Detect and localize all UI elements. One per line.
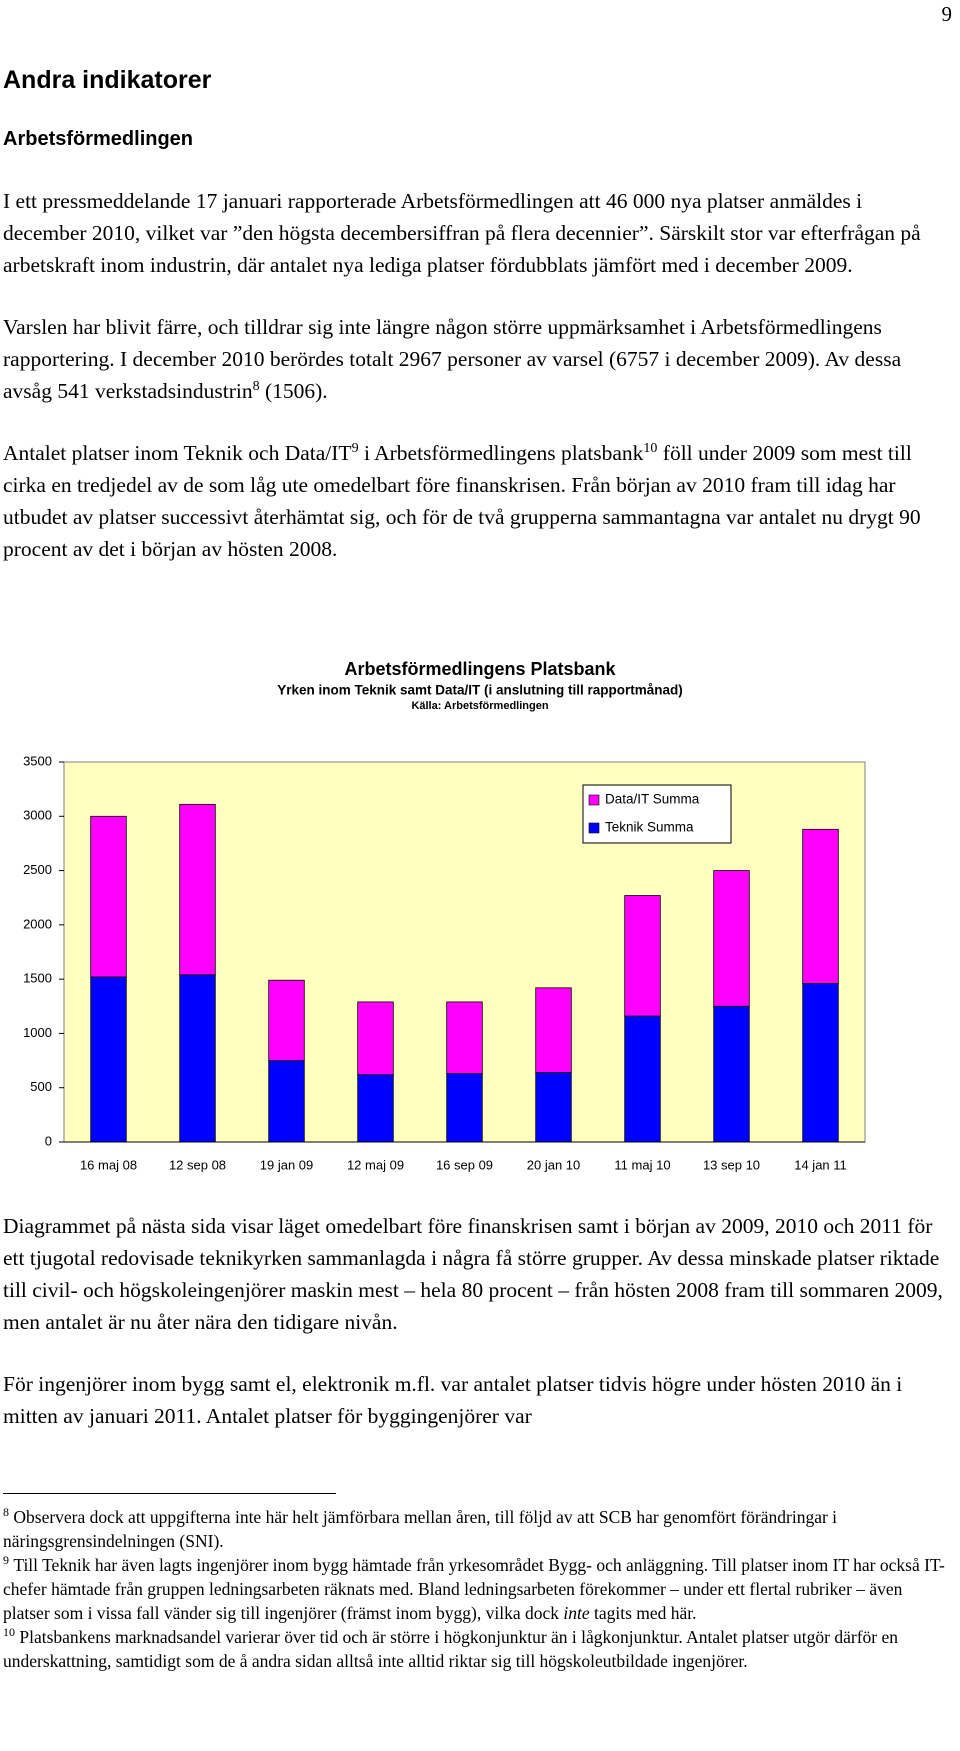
- y-tick-label: 500: [30, 1079, 52, 1094]
- bar-segment: [802, 828, 839, 984]
- paragraph: I ett pressmeddelande 17 januari rapport…: [3, 185, 951, 281]
- text-run: (1506).: [259, 379, 328, 403]
- bar-segment: [357, 1001, 394, 1076]
- text-run: tagits med här.: [589, 1603, 697, 1623]
- x-tick-label: 11 maj 10: [614, 1157, 670, 1172]
- legend-label: Teknik Summa: [605, 820, 694, 835]
- footnote: 8 Observera dock att uppgifterna inte hä…: [3, 1505, 948, 1553]
- footnote-rule: [3, 1493, 336, 1494]
- x-tick-label: 19 jan 09: [260, 1157, 314, 1172]
- y-tick-label: 3000: [23, 808, 52, 823]
- footnote: 9 Till Teknik har även lagts ingenjörer …: [3, 1553, 948, 1625]
- x-tick-label: 16 sep 09: [436, 1157, 493, 1172]
- x-tick-label: 14 jan 11: [794, 1157, 847, 1172]
- footnote-ref: 10: [643, 440, 658, 456]
- footnotes: 8 Observera dock att uppgifterna inte hä…: [3, 1505, 948, 1673]
- bar-segment: [624, 895, 661, 1017]
- bar-segment: [90, 815, 127, 978]
- text-run: Diagrammet på nästa sida visar läget ome…: [3, 1214, 943, 1334]
- y-tick-label: 2000: [23, 916, 52, 931]
- chart-subtitle: Yrken inom Teknik samt Data/IT (i anslut…: [277, 683, 683, 698]
- paragraph: Antalet platser inom Teknik och Data/IT9…: [3, 437, 951, 565]
- footnote-number: 9: [3, 1553, 9, 1568]
- chart-source: Källa: Arbetsförmedlingen: [411, 700, 548, 712]
- text-run: Till Teknik har även lagts ingenjörer in…: [3, 1555, 945, 1623]
- paragraph: Varslen har blivit färre, och tilldrar s…: [3, 311, 951, 407]
- body-text: I ett pressmeddelande 17 januari rapport…: [3, 185, 951, 595]
- text-run: I ett pressmeddelande 17 januari rapport…: [3, 189, 921, 277]
- chart-title: Arbetsförmedlingens Platsbank: [344, 659, 616, 679]
- x-tick-label: 12 maj 09: [347, 1157, 404, 1172]
- legend-box: [582, 784, 732, 844]
- text-run: i Arbetsförmedlingens platsbank: [358, 441, 644, 465]
- text-run: föll under 2009 som mest till cirka en t…: [3, 441, 921, 561]
- bar-segment: [713, 1005, 750, 1143]
- text-run: Varslen har blivit färre, och tilldrar s…: [3, 315, 902, 403]
- text-run: Observera dock att uppgifterna inte här …: [3, 1507, 838, 1551]
- x-tick-label: 12 sep 08: [169, 1157, 226, 1172]
- text-run: inte: [563, 1603, 590, 1623]
- bar-segment: [535, 987, 572, 1073]
- text-run: Antalet platser inom Teknik och Data/IT: [3, 441, 352, 465]
- bar-segment: [268, 979, 305, 1061]
- bar-segment: [624, 1015, 661, 1143]
- bar-segment: [446, 1001, 483, 1075]
- bar-segment: [713, 870, 750, 1007]
- legend-swatch: [588, 794, 600, 806]
- footnote: 10 Platsbankens marknadsandel varierar ö…: [3, 1625, 948, 1673]
- subheading: Arbetsförmedlingen: [3, 128, 194, 150]
- y-tick-label: 2500: [23, 862, 52, 877]
- bar-segment: [446, 1073, 483, 1143]
- x-tick-label: 16 maj 08: [80, 1157, 137, 1172]
- footnote-ref: 8: [252, 378, 260, 394]
- x-tick-label: 13 sep 10: [703, 1157, 760, 1172]
- bar-segment: [268, 1060, 305, 1143]
- bar-segment: [535, 1072, 572, 1143]
- page-number: 9: [941, 2, 953, 26]
- heading: Andra indikatorer: [3, 66, 212, 94]
- bar-segment: [179, 803, 216, 976]
- paragraph: För ingenjörer inom bygg samt el, elektr…: [3, 1368, 951, 1432]
- body-text: Diagrammet på nästa sida visar läget ome…: [3, 1210, 951, 1462]
- footnote-number: 10: [3, 1625, 15, 1640]
- footnote-number: 8: [3, 1505, 9, 1520]
- legend-label: Data/IT Summa: [605, 792, 700, 807]
- bar-segment: [802, 983, 839, 1143]
- y-tick-label: 3500: [23, 753, 52, 768]
- text-run: Platsbankens marknadsandel varierar över…: [3, 1627, 899, 1671]
- y-tick-label: 1000: [23, 1025, 52, 1040]
- legend-swatch: [588, 822, 600, 834]
- y-tick-label: 0: [45, 1133, 52, 1148]
- chart: Arbetsförmedlingens Platsbank Yrken inom…: [23, 659, 866, 1172]
- y-tick-label: 1500: [23, 971, 52, 986]
- x-tick-label: 20 jan 10: [527, 1157, 581, 1172]
- bar-segment: [357, 1074, 394, 1143]
- bar-segment: [90, 976, 127, 1143]
- paragraph: Diagrammet på nästa sida visar läget ome…: [3, 1210, 951, 1338]
- bar-segment: [179, 974, 216, 1143]
- footnote-ref: 9: [351, 440, 359, 456]
- text-run: För ingenjörer inom bygg samt el, elektr…: [3, 1372, 903, 1428]
